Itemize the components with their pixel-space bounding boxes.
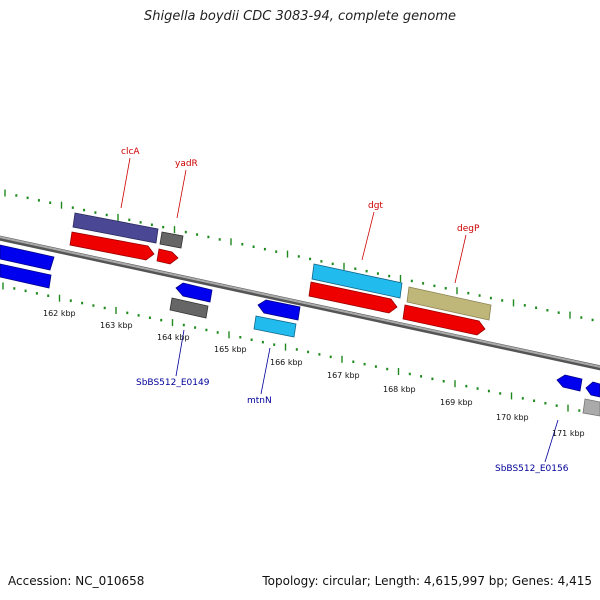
- inner-tick-ruler: [2, 282, 592, 415]
- gene-label-SbBS512_E0156: SbBS512_E0156: [495, 464, 569, 474]
- kbp-label: 169 kbp: [440, 398, 473, 407]
- gene-label-SbBS512_E0149: SbBS512_E0149: [136, 378, 210, 388]
- kbp-label: 168 kbp: [383, 385, 416, 394]
- gene-yadR[interactable]: [156, 231, 184, 265]
- gene-dgt[interactable]: [308, 263, 403, 314]
- kbp-label: 165 kbp: [214, 345, 247, 354]
- kbp-label: 170 kbp: [496, 413, 529, 422]
- gene-label-mtnN: mtnN: [247, 396, 272, 406]
- gene-mtnN[interactable]: [253, 299, 301, 338]
- gene-clcA[interactable]: [69, 212, 159, 261]
- kbp-label: 162 kbp: [43, 309, 76, 318]
- accession-label: Accession: NC_010658: [8, 574, 145, 588]
- genome-summary: Topology: circular; Length: 4,615,997 bp…: [262, 574, 592, 588]
- kbp-label: 171 kbp: [552, 429, 585, 438]
- gene-right-reverse[interactable]: [556, 374, 600, 417]
- kbp-label: 163 kbp: [100, 321, 133, 330]
- label-connectors: [120, 157, 559, 463]
- gene-SbBS512_E0149[interactable]: [169, 282, 213, 319]
- gene-label-dgt: dgt: [368, 201, 383, 211]
- gene-label-degP: degP: [457, 224, 480, 234]
- backbone: [0, 235, 600, 371]
- gene-degP[interactable]: [402, 286, 492, 336]
- outer-tick-ruler: [4, 189, 594, 322]
- gene-label-clcA: clcA: [121, 147, 140, 157]
- kbp-label: 167 kbp: [327, 371, 360, 380]
- kbp-label: 164 kbp: [157, 333, 190, 342]
- gene-label-yadR: yadR: [175, 159, 198, 169]
- gene-left-forward[interactable]: [0, 244, 55, 289]
- kbp-label: 166 kbp: [270, 358, 303, 367]
- map-title: Shigella boydii CDC 3083-94, complete ge…: [143, 9, 457, 24]
